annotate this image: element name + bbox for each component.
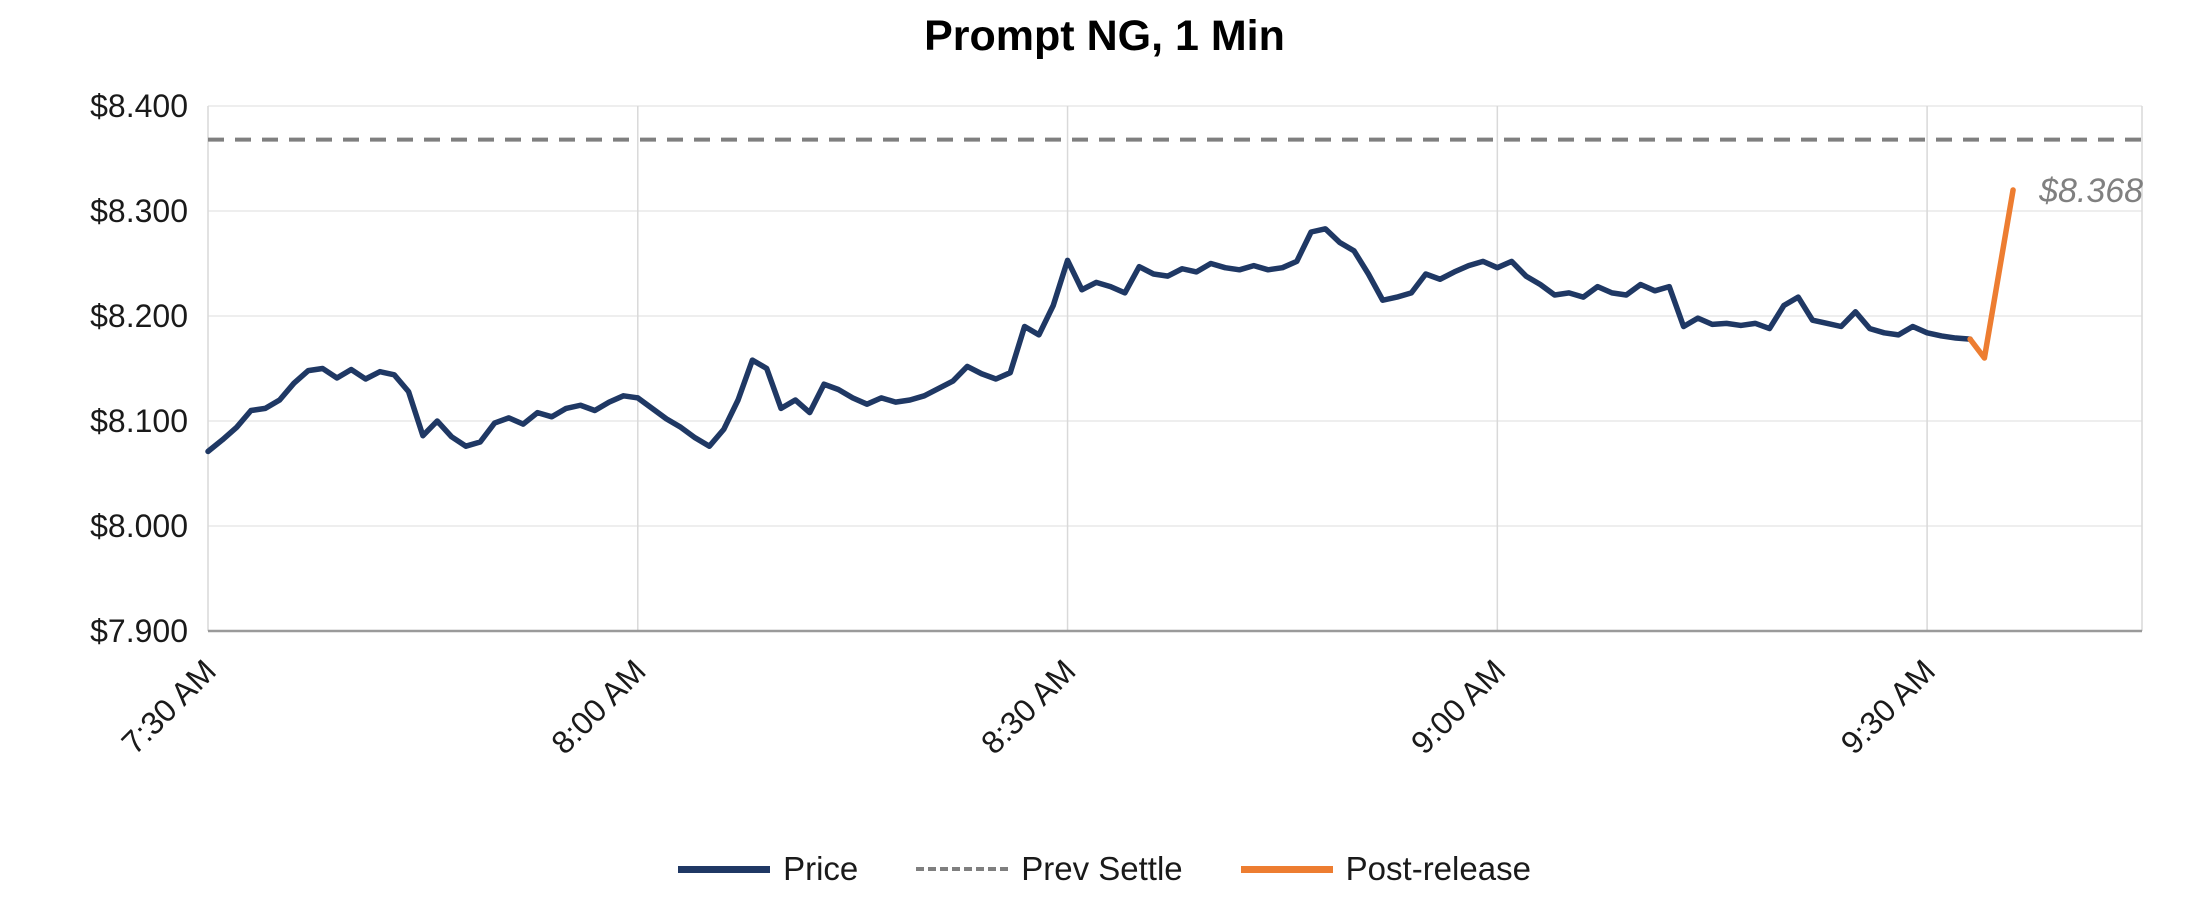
chart-title: Prompt NG, 1 Min [924, 12, 1285, 60]
y-axis-tick-label: $8.200 [90, 298, 188, 334]
x-axis-tick-label: 9:30 AM [1834, 652, 1942, 760]
legend-label-post-release: Post-release [1345, 850, 1531, 887]
legend-label-prev-settle: Prev Settle [1021, 850, 1183, 887]
legend-item-price: Price [678, 850, 858, 888]
y-axis-tick-label: $8.400 [90, 88, 188, 124]
price-annotation-label: $8.368 [2038, 172, 2143, 210]
y-axis-tick-label: $8.100 [90, 403, 188, 439]
x-axis-tick-label: 8:00 AM [544, 652, 652, 760]
x-axis-tick-label: 7:30 AM [114, 652, 222, 760]
price-line [205, 226, 1973, 455]
y-axis-tick-label: $7.900 [90, 613, 188, 649]
post-release-line-swatch [1240, 865, 1333, 873]
x-axis-tick-label: 8:30 AM [974, 652, 1082, 760]
post-release-line [1967, 187, 2016, 361]
y-axis-tick-label: $8.000 [90, 508, 188, 544]
legend: Price Prev Settle Post-release [0, 850, 2209, 888]
legend-item-prev-settle: Prev Settle [916, 850, 1183, 888]
y-axis-tick-label: $8.300 [90, 193, 188, 229]
legend-item-post-release: Post-release [1240, 850, 1531, 888]
x-axis-tick-label: 9:00 AM [1404, 652, 1512, 760]
price-line-swatch [678, 865, 771, 873]
legend-label-price: Price [783, 850, 859, 887]
prev-settle-line-swatch [916, 867, 1009, 871]
